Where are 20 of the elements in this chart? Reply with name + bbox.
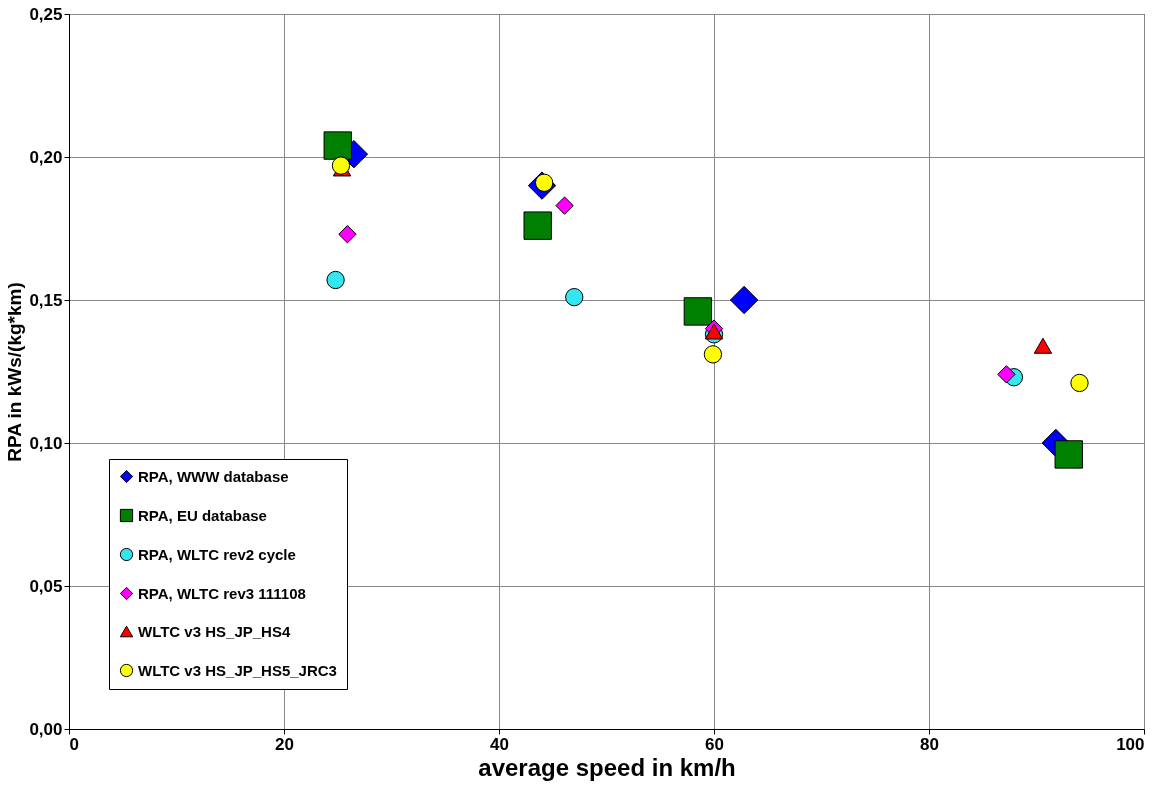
legend-label: WLTC v3 HS_JP_HS5_JRC3 <box>138 661 337 679</box>
x-tick-label: 20 <box>275 734 294 754</box>
legend-label: RPA, EU database <box>138 506 267 524</box>
x-tick-label: 100 <box>1116 734 1145 754</box>
x-tick-label: 40 <box>490 734 509 754</box>
y-tick-label: 0,05 <box>29 576 63 596</box>
legend-label: RPA, WLTC rev2 cycle <box>138 545 296 563</box>
legend-label: RPA, WLTC rev3 111108 <box>138 584 306 602</box>
legend-label: RPA, WWW database <box>138 467 289 485</box>
y-tick-label: 0,20 <box>29 147 63 167</box>
y-tick-label: 0,25 <box>29 4 63 24</box>
x-tick-label: 0 <box>69 734 79 754</box>
y-tick-label: 0,00 <box>29 719 63 739</box>
legend-label: WLTC v3 HS_JP_HS4 <box>138 622 291 640</box>
x-tick-label: 80 <box>920 734 939 754</box>
y-axis-title: RPA in kWs/(kg*km) <box>4 282 26 462</box>
x-tick-label: 60 <box>705 734 724 754</box>
y-tick-label: 0,10 <box>29 433 63 453</box>
x-axis-title: average speed in km/h <box>478 753 736 781</box>
y-tick-label: 0,15 <box>29 290 63 310</box>
